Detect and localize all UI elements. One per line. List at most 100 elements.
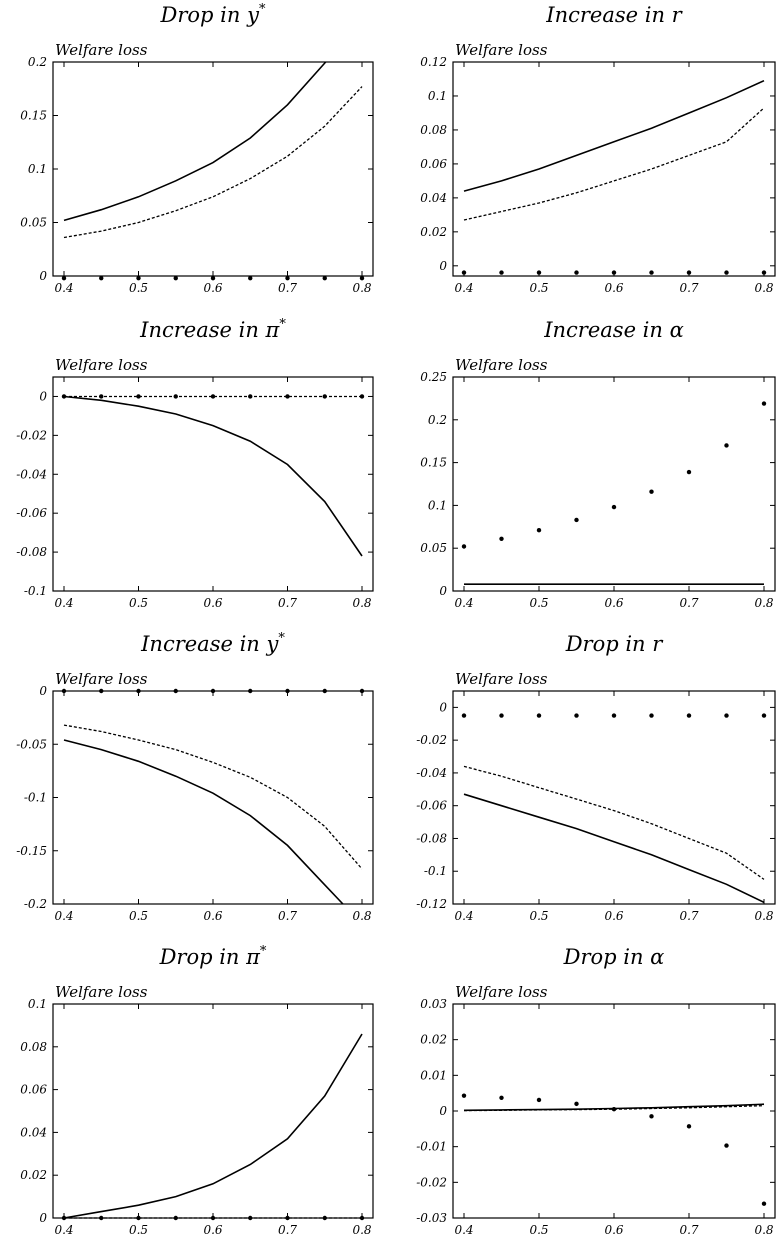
x-tick-label: 0.8 [754,281,773,295]
solid-series-line [63,395,363,557]
y-tick-label: 0 [439,1104,447,1118]
plot-frame [452,61,776,277]
data-point [248,394,253,399]
y-tick-label: 0 [439,700,447,714]
x-tick-label: 0.5 [129,596,148,610]
data-point [61,275,67,281]
y-tick-label: -0.03 [416,1211,447,1225]
data-point [536,270,542,275]
x-tick-label: 0.7 [278,281,297,295]
chart-title: Increase in π* [139,317,286,342]
x-tick-label: 0.4 [54,596,73,610]
data-point [574,1101,579,1107]
data-point [461,713,467,718]
solid-series-line [63,1033,363,1219]
y-tick-label: -0.02 [416,733,447,747]
data-point [99,394,104,399]
x-tick-label: 0.7 [679,1223,698,1237]
solid-series-line [63,61,327,222]
x-tick-label: 0.8 [352,1223,371,1237]
data-point [285,1215,290,1221]
chart-panel-8: Drop in α Welfare loss -0.03 -0.02 -0.01 0 0.0… [416,945,776,1237]
y-tick-label: 0.08 [420,123,447,137]
data-point [611,1107,617,1112]
data-point [761,1201,767,1206]
dashed-series-line [463,107,765,221]
data-point [499,270,504,275]
data-point [359,688,365,694]
solid-series-line [463,79,765,192]
data-point [136,394,141,399]
y-tick-label: 0.1 [28,997,47,1011]
y-axis-label: Welfare loss [55,983,148,1001]
x-tick-label: 0.7 [278,909,297,923]
data-point [574,713,579,718]
y-tick-label: 0 [439,584,447,598]
y-tick-label: 0.04 [420,191,447,205]
chart-panel-4: Increase in α Welfare loss 0 0.05 0.1 0.15 0.2… [420,318,776,610]
y-tick-label: 0.1 [428,498,447,512]
y-tick-label: -0.08 [416,831,447,845]
data-point [686,1124,692,1129]
y-tick-label: 0.08 [20,1040,47,1054]
data-point [761,401,767,406]
chart-title-text: Increase in π [139,318,280,342]
chart-panel-3: Increase in π* Welfare loss 0 -0.02 -0.04 -0.… [16,317,374,610]
x-tick-label: 0.8 [754,1223,773,1237]
y-axis-label: Welfare loss [455,670,548,688]
x-tick-label: 0.5 [529,909,548,923]
y-axis-label: Welfare loss [55,356,148,374]
y-tick-label: 0.02 [420,1033,447,1047]
data-point [649,489,654,494]
chart-panel-6: Drop in r Welfare loss 0 -0.02 -0.04 -0.06 -0.… [416,632,776,923]
y-tick-label: 0 [39,684,47,698]
chart-title-text: Drop in π [159,945,262,969]
y-tick-label: 0.12 [420,55,447,69]
data-point [574,270,579,275]
data-point [499,713,504,718]
data-point [499,1095,504,1101]
x-tick-label: 0.6 [604,596,623,610]
y-tick-label: 0.15 [420,456,447,470]
y-tick-label: -0.04 [416,766,447,780]
y-tick-label: -0.1 [424,864,447,878]
x-tick-label: 0.8 [754,596,773,610]
y-tick-label: -0.08 [16,545,47,559]
data-point [322,688,327,694]
data-point [761,713,767,718]
y-tick-label: 0.05 [420,541,447,555]
data-point [686,713,692,718]
x-tick-label: 0.8 [754,909,773,923]
x-tick-label: 0.8 [352,281,371,295]
data-point [61,688,67,694]
data-point [322,275,327,281]
data-point [210,275,216,281]
data-point [61,1215,67,1221]
chart-title-superscript: * [279,317,286,332]
y-tick-label: 0.2 [428,413,447,427]
y-tick-label: -0.05 [16,737,47,751]
x-tick-label: 0.6 [203,1223,222,1237]
data-point [285,394,290,399]
chart-title: Increase in y* [140,631,285,656]
x-tick-label: 0.5 [529,1223,548,1237]
chart-title: Drop in y* [160,2,266,27]
chart-title-superscript: * [259,2,266,17]
x-tick-label: 0.5 [129,1223,148,1237]
y-tick-label: -0.1 [24,584,47,598]
plot-frame [52,376,374,592]
data-point [248,275,253,281]
data-point [611,713,617,718]
chart-panel-5: Increase in y* Welfare loss 0 -0.05 -0.1 -0.1… [16,631,374,923]
chart-title-text: Drop in r [565,632,665,656]
data-point [136,688,141,694]
y-tick-label: -0.06 [16,506,47,520]
y-tick-label: 0 [39,269,47,283]
data-point [173,688,178,694]
data-point [210,1215,216,1221]
data-point [322,394,327,399]
chart-title: Increase in r [545,3,683,27]
plot-frame [52,61,374,277]
y-tick-label: 0.01 [420,1068,447,1082]
dashed-series-line [63,724,363,870]
